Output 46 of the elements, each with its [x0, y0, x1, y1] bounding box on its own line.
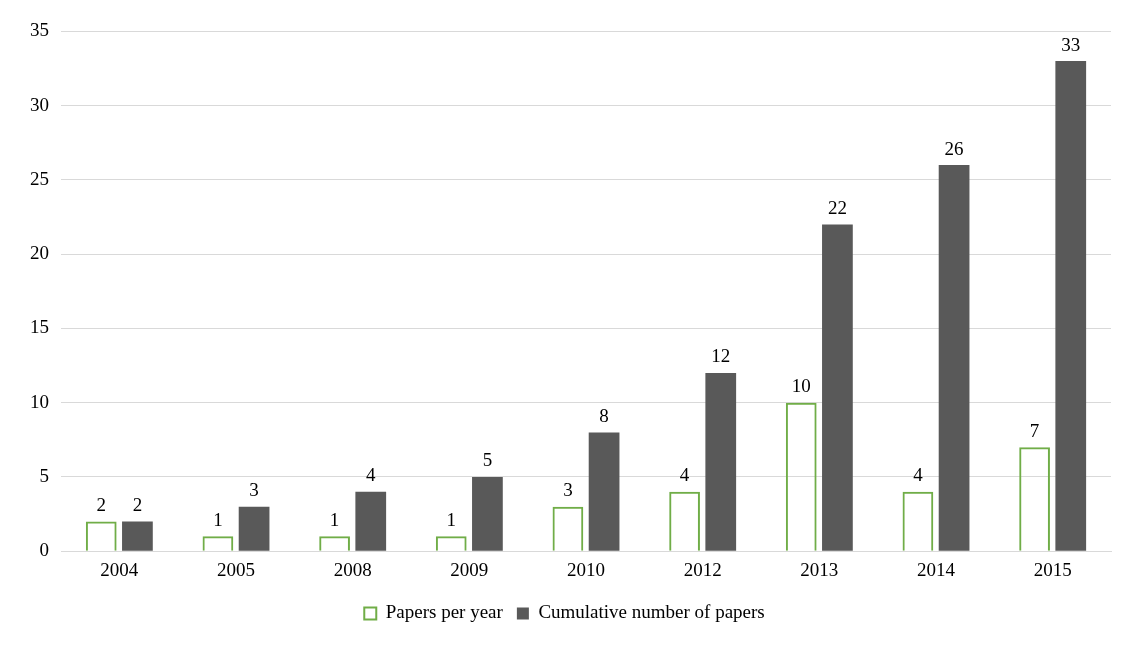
x-tick-label: 2014 [917, 558, 956, 580]
data-label: 22 [827, 196, 847, 218]
data-label: 26 [944, 137, 964, 159]
y-tick-label: 10 [30, 390, 49, 412]
data-label: 3 [249, 479, 259, 501]
x-tick-label: 2004 [100, 558, 139, 580]
bar [588, 432, 620, 551]
x-tick-label: 2009 [450, 558, 489, 580]
data-label: 7 [1029, 419, 1040, 441]
x-tick-label: 2015 [1033, 558, 1072, 580]
y-tick-label: 20 [30, 242, 49, 264]
y-tick-label: 0 [39, 539, 49, 561]
y-tick-label: 35 [30, 19, 49, 41]
bar [122, 521, 153, 551]
x-tick-label: 2012 [683, 558, 722, 580]
bar [238, 506, 270, 551]
data-label: 10 [791, 375, 811, 397]
bar [355, 491, 387, 551]
bar [822, 224, 853, 551]
y-tick-label: 25 [30, 167, 49, 189]
data-label: 1 [213, 508, 223, 530]
bar [705, 372, 737, 551]
y-tick-label: 15 [30, 316, 49, 338]
legend-label: Cumulative number of papers [538, 601, 765, 623]
bar [1055, 61, 1087, 551]
data-label: 1 [446, 508, 456, 530]
data-label: 1 [329, 508, 340, 530]
data-label: 4 [366, 464, 376, 486]
data-label: 3 [563, 479, 573, 501]
data-label: 4 [913, 464, 924, 486]
data-label: 4 [679, 464, 690, 486]
x-tick-label: 2010 [567, 558, 605, 580]
bar [472, 476, 503, 551]
bar [938, 165, 970, 551]
data-label: 5 [482, 449, 493, 471]
x-tick-label: 2013 [800, 558, 839, 580]
y-tick-label: 5 [39, 464, 49, 486]
data-label: 33 [1061, 33, 1081, 55]
data-label: 2 [132, 493, 143, 515]
y-tick-label: 30 [30, 93, 49, 115]
data-label: 2 [96, 493, 106, 515]
x-tick-label: 2008 [333, 558, 372, 580]
x-tick-label: 2005 [217, 558, 255, 580]
legend-label: Papers per year [385, 601, 504, 623]
data-label: 8 [599, 404, 609, 426]
data-label: 12 [711, 345, 731, 367]
